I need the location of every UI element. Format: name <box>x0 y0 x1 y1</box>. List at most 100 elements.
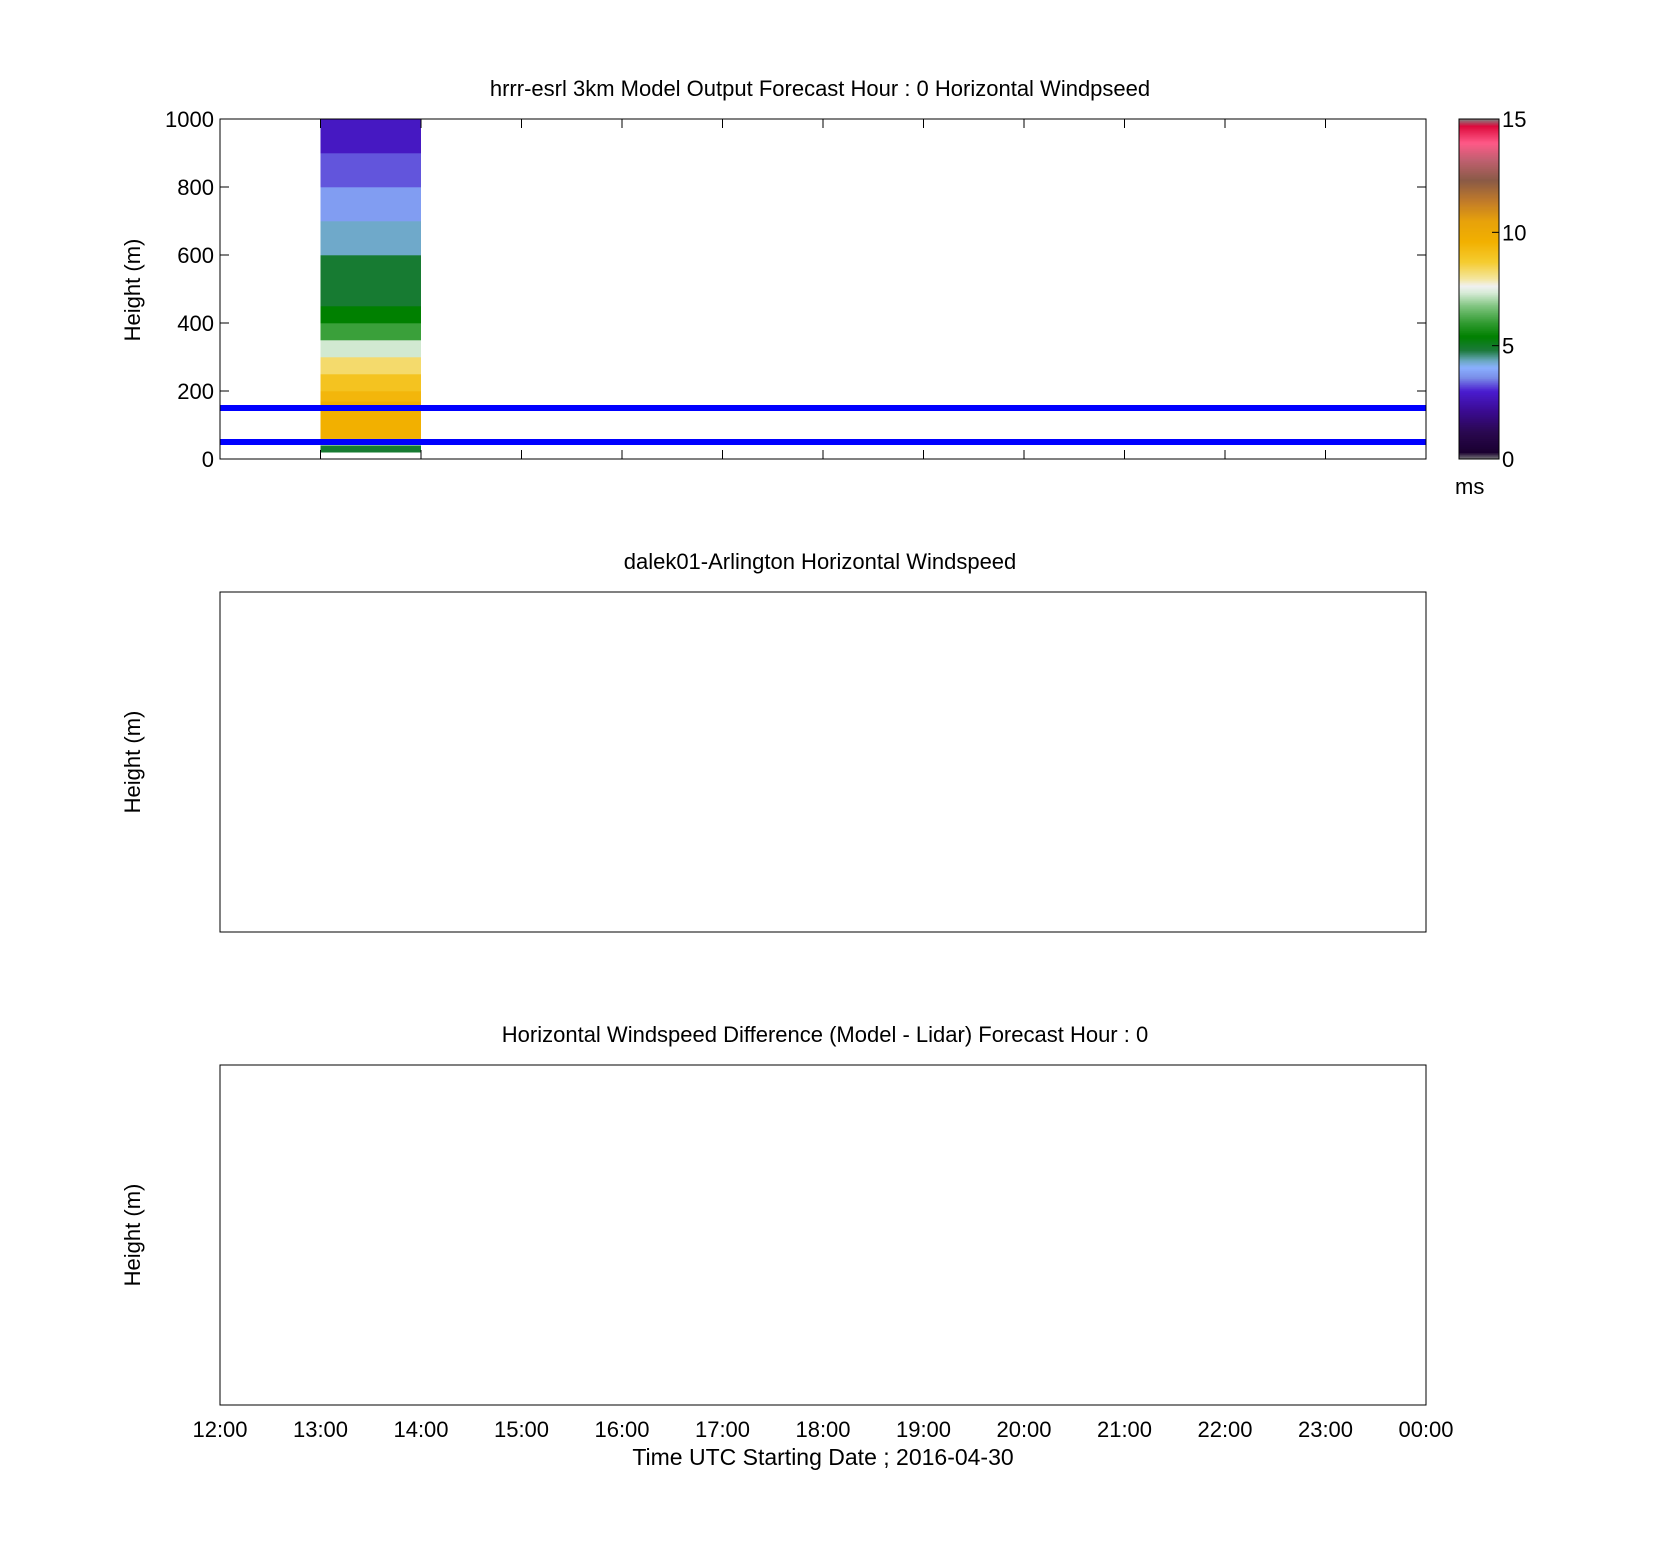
colorbar-segment <box>1459 417 1499 420</box>
colorbar-segment <box>1459 415 1499 418</box>
colorbar-segment <box>1459 407 1499 410</box>
colorbar-segment <box>1459 323 1499 326</box>
colorbar-segment <box>1459 263 1499 266</box>
colorbar-segment <box>1459 371 1499 374</box>
heat-cell <box>320 445 421 453</box>
colorbar-segment <box>1459 141 1499 144</box>
colorbar-segment <box>1459 271 1499 274</box>
colorbar-segment <box>1459 449 1499 452</box>
colorbar-segment <box>1459 321 1499 324</box>
colorbar-segment <box>1459 231 1499 234</box>
heat-cell <box>320 323 421 341</box>
panel-3-plot-frame <box>219 1064 1427 1406</box>
panel-1-ylabel: Height (m) <box>120 239 145 342</box>
colorbar-segment <box>1459 143 1499 146</box>
colorbar-segment <box>1459 293 1499 296</box>
colorbar-segment <box>1459 383 1499 386</box>
x-tick-label: 20:00 <box>996 1417 1051 1442</box>
colorbar-segment <box>1459 375 1499 378</box>
colorbar-segment <box>1459 153 1499 156</box>
colorbar-segment <box>1459 257 1499 260</box>
colorbar-segment <box>1459 137 1499 140</box>
colorbar-segment <box>1459 353 1499 356</box>
colorbar-segment <box>1459 295 1499 298</box>
colorbar-segment <box>1459 361 1499 364</box>
colorbar-segment <box>1459 171 1499 174</box>
colorbar-segment <box>1459 221 1499 224</box>
colorbar-segment <box>1459 259 1499 262</box>
colorbar-segment <box>1459 289 1499 292</box>
x-axis-label: Time UTC Starting Date ; 2016-04-30 <box>632 1444 1013 1470</box>
colorbar-segment <box>1459 175 1499 178</box>
colorbar-segment <box>1459 381 1499 384</box>
colorbar-segment <box>1459 225 1499 228</box>
colorbar-segment <box>1459 457 1499 460</box>
panel-3-difference: Horizontal Windspeed Difference (Model -… <box>120 1022 1454 1470</box>
colorbar-segment <box>1459 157 1499 160</box>
colorbar-segment <box>1459 131 1499 134</box>
colorbar-segment <box>1459 307 1499 310</box>
colorbar-segment <box>1459 217 1499 220</box>
panel-1-plot-frame <box>219 118 1427 460</box>
colorbar-segment <box>1459 187 1499 190</box>
colorbar-segment <box>1459 261 1499 264</box>
colorbar-segment <box>1459 119 1499 122</box>
x-tick-label: 14:00 <box>393 1417 448 1442</box>
colorbar-segment <box>1459 223 1499 226</box>
colorbar-segment <box>1459 145 1499 148</box>
colorbar-segment <box>1459 391 1499 394</box>
colorbar-segment <box>1459 317 1499 320</box>
colorbar-segment <box>1459 441 1499 444</box>
colorbar-segment <box>1459 297 1499 300</box>
colorbar-segment <box>1459 399 1499 402</box>
y-tick-label: 600 <box>177 243 214 268</box>
colorbar-segment <box>1459 195 1499 198</box>
colorbar-segment <box>1459 395 1499 398</box>
colorbar-segment <box>1459 349 1499 352</box>
colorbar-frame <box>1458 118 1500 460</box>
colorbar-segment <box>1459 347 1499 350</box>
colorbar-segment <box>1459 291 1499 294</box>
colorbar-segment <box>1459 279 1499 282</box>
colorbar-segment <box>1459 233 1499 236</box>
colorbar-segment <box>1459 201 1499 204</box>
colorbar-segment <box>1459 379 1499 382</box>
colorbar-segment <box>1459 147 1499 150</box>
colorbar-segment <box>1459 163 1499 166</box>
heat-cell <box>320 187 421 222</box>
colorbar-segment <box>1459 283 1499 286</box>
colorbar-segment <box>1459 125 1499 128</box>
colorbar-segment <box>1459 177 1499 180</box>
panel-1-heatmap <box>320 119 421 453</box>
panel-2-lidar-windspeed: dalek01-Arlington Horizontal Windspeed H… <box>120 549 1427 933</box>
colorbar-segment <box>1459 331 1499 334</box>
colorbar-segment <box>1459 211 1499 214</box>
colorbar-tick-label: 5 <box>1502 334 1514 359</box>
panel-3-ylabel: Height (m) <box>120 1184 145 1287</box>
colorbar-segment <box>1459 319 1499 322</box>
colorbar-segment <box>1459 327 1499 330</box>
colorbar-segment <box>1459 185 1499 188</box>
heat-cell <box>320 119 421 154</box>
colorbar-segment <box>1459 167 1499 170</box>
colorbar-segment <box>1459 303 1499 306</box>
colorbar-segment <box>1459 389 1499 392</box>
colorbar-segment <box>1459 123 1499 126</box>
heat-cell <box>320 255 421 307</box>
colorbar-segment <box>1459 273 1499 276</box>
panel-1-title: hrrr-esrl 3km Model Output Forecast Hour… <box>490 76 1150 101</box>
colorbar-segment <box>1459 181 1499 184</box>
colorbar-segment <box>1459 435 1499 438</box>
colorbar-segment <box>1459 419 1499 422</box>
colorbar-segment <box>1459 431 1499 434</box>
x-tick-label: 21:00 <box>1097 1417 1152 1442</box>
colorbar-segment <box>1459 339 1499 342</box>
x-tick-label: 00:00 <box>1398 1417 1453 1442</box>
colorbar-segment <box>1459 249 1499 252</box>
colorbar-segment <box>1459 301 1499 304</box>
colorbar-segment <box>1459 355 1499 358</box>
colorbar-segment <box>1459 161 1499 164</box>
heat-cell <box>320 306 421 324</box>
colorbar-segment <box>1459 129 1499 132</box>
colorbar-segment <box>1459 205 1499 208</box>
